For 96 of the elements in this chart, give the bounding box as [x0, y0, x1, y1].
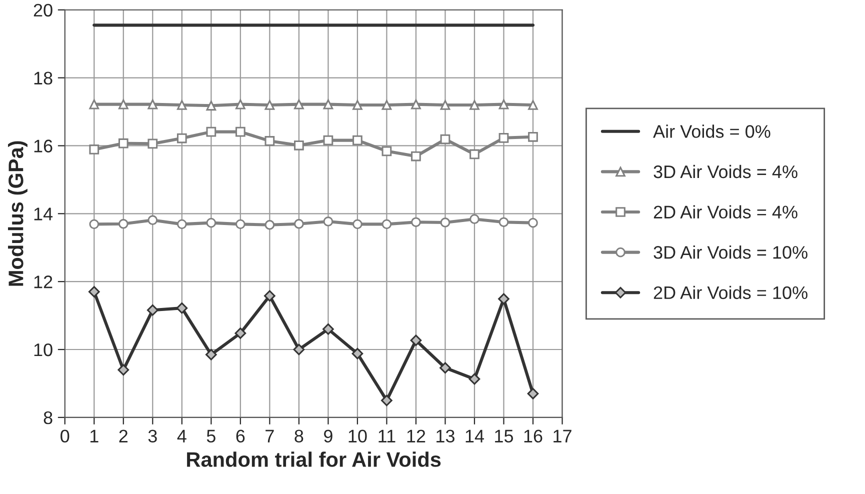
x-tick-label: 11: [378, 430, 396, 442]
point: [440, 218, 450, 228]
point: [118, 218, 128, 229]
point: [382, 146, 392, 156]
x-tick-label: 14: [466, 430, 484, 442]
point: [323, 99, 334, 110]
point: [176, 100, 187, 110]
point: [206, 218, 216, 228]
x-tick-label: 3: [148, 430, 157, 442]
point: [148, 138, 158, 149]
point: [205, 348, 217, 360]
point: [352, 135, 362, 146]
y-tick-label: 8: [44, 411, 52, 424]
point: [235, 219, 246, 230]
point: [528, 218, 538, 228]
point: [440, 134, 450, 144]
point: [410, 334, 422, 346]
point: [411, 217, 421, 228]
point: [382, 219, 392, 230]
point: [264, 100, 275, 110]
y-tick-label: 10: [34, 343, 52, 356]
y-tick-label: 20: [34, 4, 52, 17]
y-axis-title: Modulus (GPa): [8, 141, 28, 286]
x-tick-label: 17: [554, 430, 572, 442]
point: [89, 99, 100, 110]
point: [352, 219, 362, 230]
point: [88, 286, 100, 298]
x-tick-label: 15: [495, 430, 514, 442]
legend-label: Air Voids = 0%: [653, 124, 770, 138]
point: [468, 373, 480, 385]
point: [206, 100, 216, 111]
point: [146, 304, 158, 316]
x-tick-label: 12: [407, 430, 426, 442]
x-tick-label: 8: [294, 430, 304, 442]
x-tick-label: 6: [236, 430, 245, 442]
point: [411, 99, 421, 110]
point: [498, 217, 509, 228]
x-tick-label: 7: [266, 430, 274, 442]
x-tick-label: 9: [324, 430, 332, 442]
x-tick-label: 16: [524, 430, 542, 442]
point: [411, 151, 421, 162]
point: [148, 99, 158, 110]
point: [235, 99, 246, 110]
point: [264, 136, 275, 146]
point: [322, 323, 334, 335]
x-tick-label: 5: [206, 430, 216, 442]
point: [440, 100, 450, 110]
point: [206, 126, 216, 137]
point: [264, 220, 275, 230]
x-axis-title: Random trial for Air Voids: [187, 452, 441, 467]
point: [89, 144, 100, 154]
x-tick-label: 10: [348, 430, 367, 442]
point: [294, 218, 304, 229]
point: [381, 394, 392, 406]
point: [294, 140, 304, 150]
point: [470, 100, 480, 110]
point: [498, 293, 510, 305]
point: [440, 362, 451, 374]
point: [352, 348, 364, 360]
legend-label: 3D Air Voids = 4%: [654, 164, 798, 178]
point: [89, 219, 100, 230]
point: [470, 149, 480, 160]
x-tick-label: 4: [177, 430, 186, 442]
point: [470, 214, 480, 224]
point: [235, 126, 246, 137]
legend-label: 2D Air Voids = 4%: [654, 205, 798, 218]
legend-label: 2D Air Voids = 10%: [654, 286, 808, 300]
x-tick-label: 2: [119, 430, 128, 442]
point: [352, 100, 362, 110]
y-tick-label: 18: [34, 72, 52, 85]
point: [234, 328, 246, 339]
point: [528, 100, 538, 110]
point: [148, 215, 158, 226]
y-tick-label: 12: [34, 276, 52, 288]
point: [176, 219, 187, 230]
point: [118, 99, 128, 110]
point: [293, 344, 305, 356]
point: [176, 133, 187, 144]
point: [118, 364, 130, 376]
x-tick-label: 13: [436, 430, 454, 442]
point: [176, 302, 188, 314]
x-tick-label: 1: [90, 430, 98, 442]
point: [323, 135, 334, 146]
point: [498, 132, 509, 143]
point: [527, 388, 539, 400]
legend-label: 3D Air Voids = 10%: [654, 246, 808, 259]
point: [528, 132, 538, 142]
y-tick-label: 16: [34, 140, 52, 152]
point: [294, 99, 304, 110]
point: [323, 216, 334, 226]
point: [382, 100, 392, 110]
y-tick-label: 14: [34, 208, 53, 220]
point: [498, 99, 509, 110]
x-tick-label: 0: [60, 430, 70, 442]
point: [118, 138, 128, 148]
point: [264, 290, 276, 302]
